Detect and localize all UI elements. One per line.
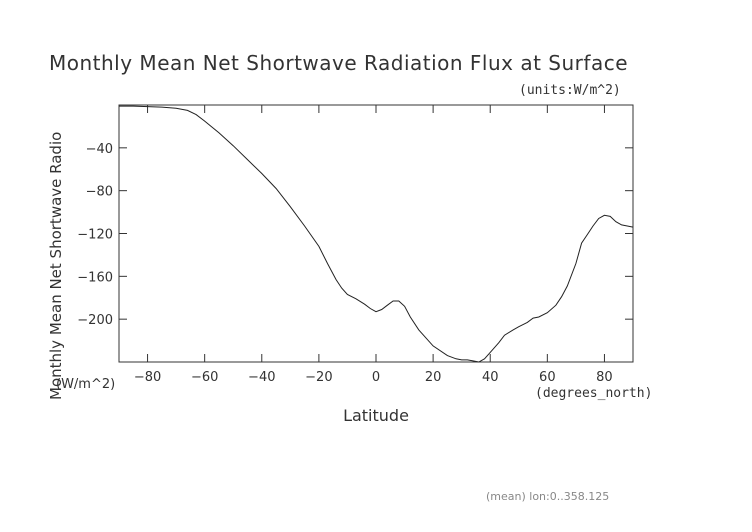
x-tick-label: −20 xyxy=(305,370,332,385)
y-tick-label: −40 xyxy=(86,142,113,157)
units-note: (units:W/m^2) xyxy=(519,83,621,98)
x-tick-label: −80 xyxy=(134,370,161,385)
y-axis-label: Monthly Mean Net Shortwave Radio xyxy=(47,132,65,400)
x-axis-ticks: −80 −60 −40 −20 0 20 40 60 80 xyxy=(134,105,613,385)
y-axis-ticks: −40 −80 −120 −160 −200 xyxy=(77,142,633,328)
x-tick-label: −60 xyxy=(191,370,218,385)
x-axis-unit: (degrees_north) xyxy=(535,386,652,401)
x-tick-label: 0 xyxy=(372,370,380,385)
y-tick-label: −160 xyxy=(77,270,113,285)
x-axis-label: Latitude xyxy=(343,406,409,425)
x-tick-label: −40 xyxy=(248,370,275,385)
footnote: (mean) lon:0..358.125 xyxy=(486,490,609,503)
x-tick-label: 80 xyxy=(596,370,613,385)
x-tick-label: 20 xyxy=(425,370,442,385)
y-tick-label: −200 xyxy=(77,313,113,328)
y-tick-label: −120 xyxy=(77,228,113,243)
y-tick-label: −80 xyxy=(86,185,113,200)
x-tick-label: 40 xyxy=(482,370,499,385)
series-line xyxy=(119,105,634,363)
chart-title: Monthly Mean Net Shortwave Radiation Flu… xyxy=(49,51,628,75)
plot-frame xyxy=(118,104,634,363)
y-axis-unit: (W/m^2) xyxy=(56,377,115,392)
x-tick-label: 60 xyxy=(539,370,556,385)
